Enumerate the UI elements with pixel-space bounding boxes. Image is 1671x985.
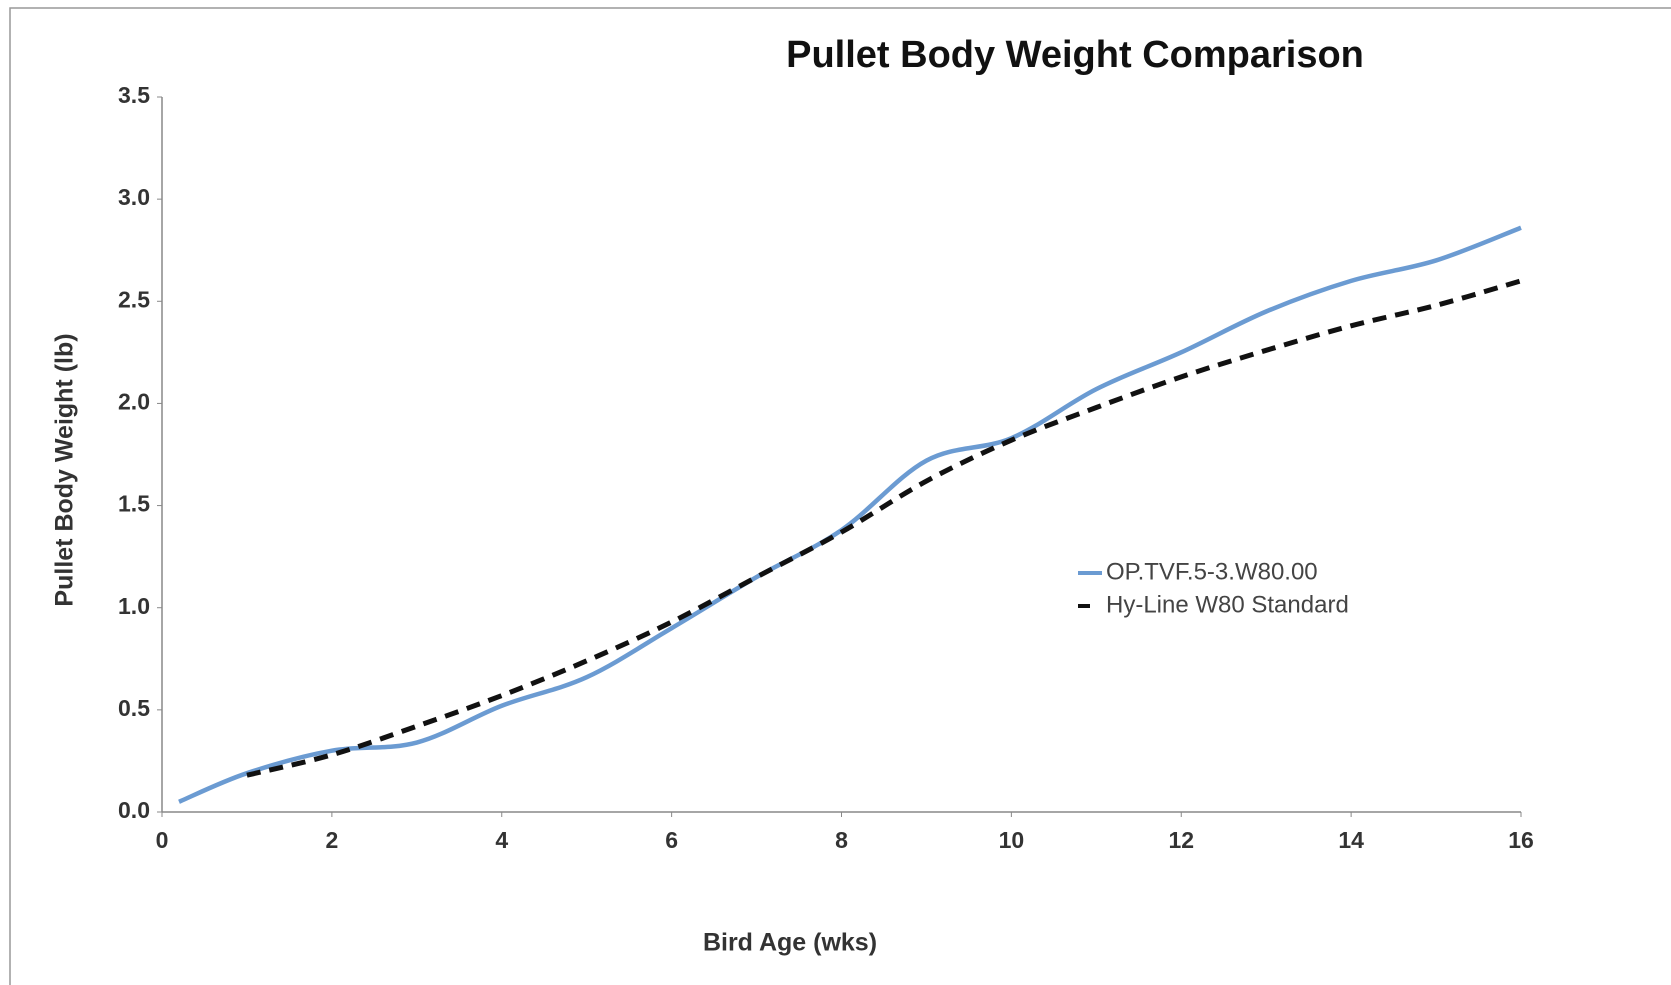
x-tick-label: 10 [999, 827, 1025, 853]
x-axis-title: Bird Age (wks) [703, 929, 877, 957]
x-tick-label: 0 [156, 827, 169, 853]
x-tick-label: 12 [1168, 827, 1194, 853]
y-tick-label: 3.5 [118, 82, 150, 108]
x-tick-label: 4 [495, 827, 508, 853]
y-tick-label: 0.0 [118, 797, 150, 823]
y-tick-label: 1.0 [118, 593, 150, 619]
series-line [246, 278, 1522, 778]
x-tick-label: 8 [835, 827, 848, 853]
x-tick-label: 6 [665, 827, 678, 853]
legend-label: OP.TVF.5-3.W80.00 [1106, 558, 1318, 585]
y-tick-label: 2.5 [118, 286, 150, 312]
x-tick-label: 14 [1338, 827, 1364, 853]
x-tick-label: 16 [1508, 827, 1534, 853]
y-tick-label: 0.5 [118, 695, 150, 721]
y-tick-label: 2.0 [118, 389, 150, 415]
chart-title: Pullet Body Weight Comparison [786, 34, 1364, 76]
y-tick-label: 3.0 [118, 184, 150, 210]
series-line [178, 225, 1522, 804]
y-axis-title: Pullet Body Weight (lb) [51, 333, 79, 606]
frame [9, 7, 1671, 985]
x-tick-label: 2 [325, 827, 338, 853]
legend-label: Hy-Line W80 Standard [1106, 591, 1349, 618]
y-tick-label: 1.5 [118, 491, 150, 517]
